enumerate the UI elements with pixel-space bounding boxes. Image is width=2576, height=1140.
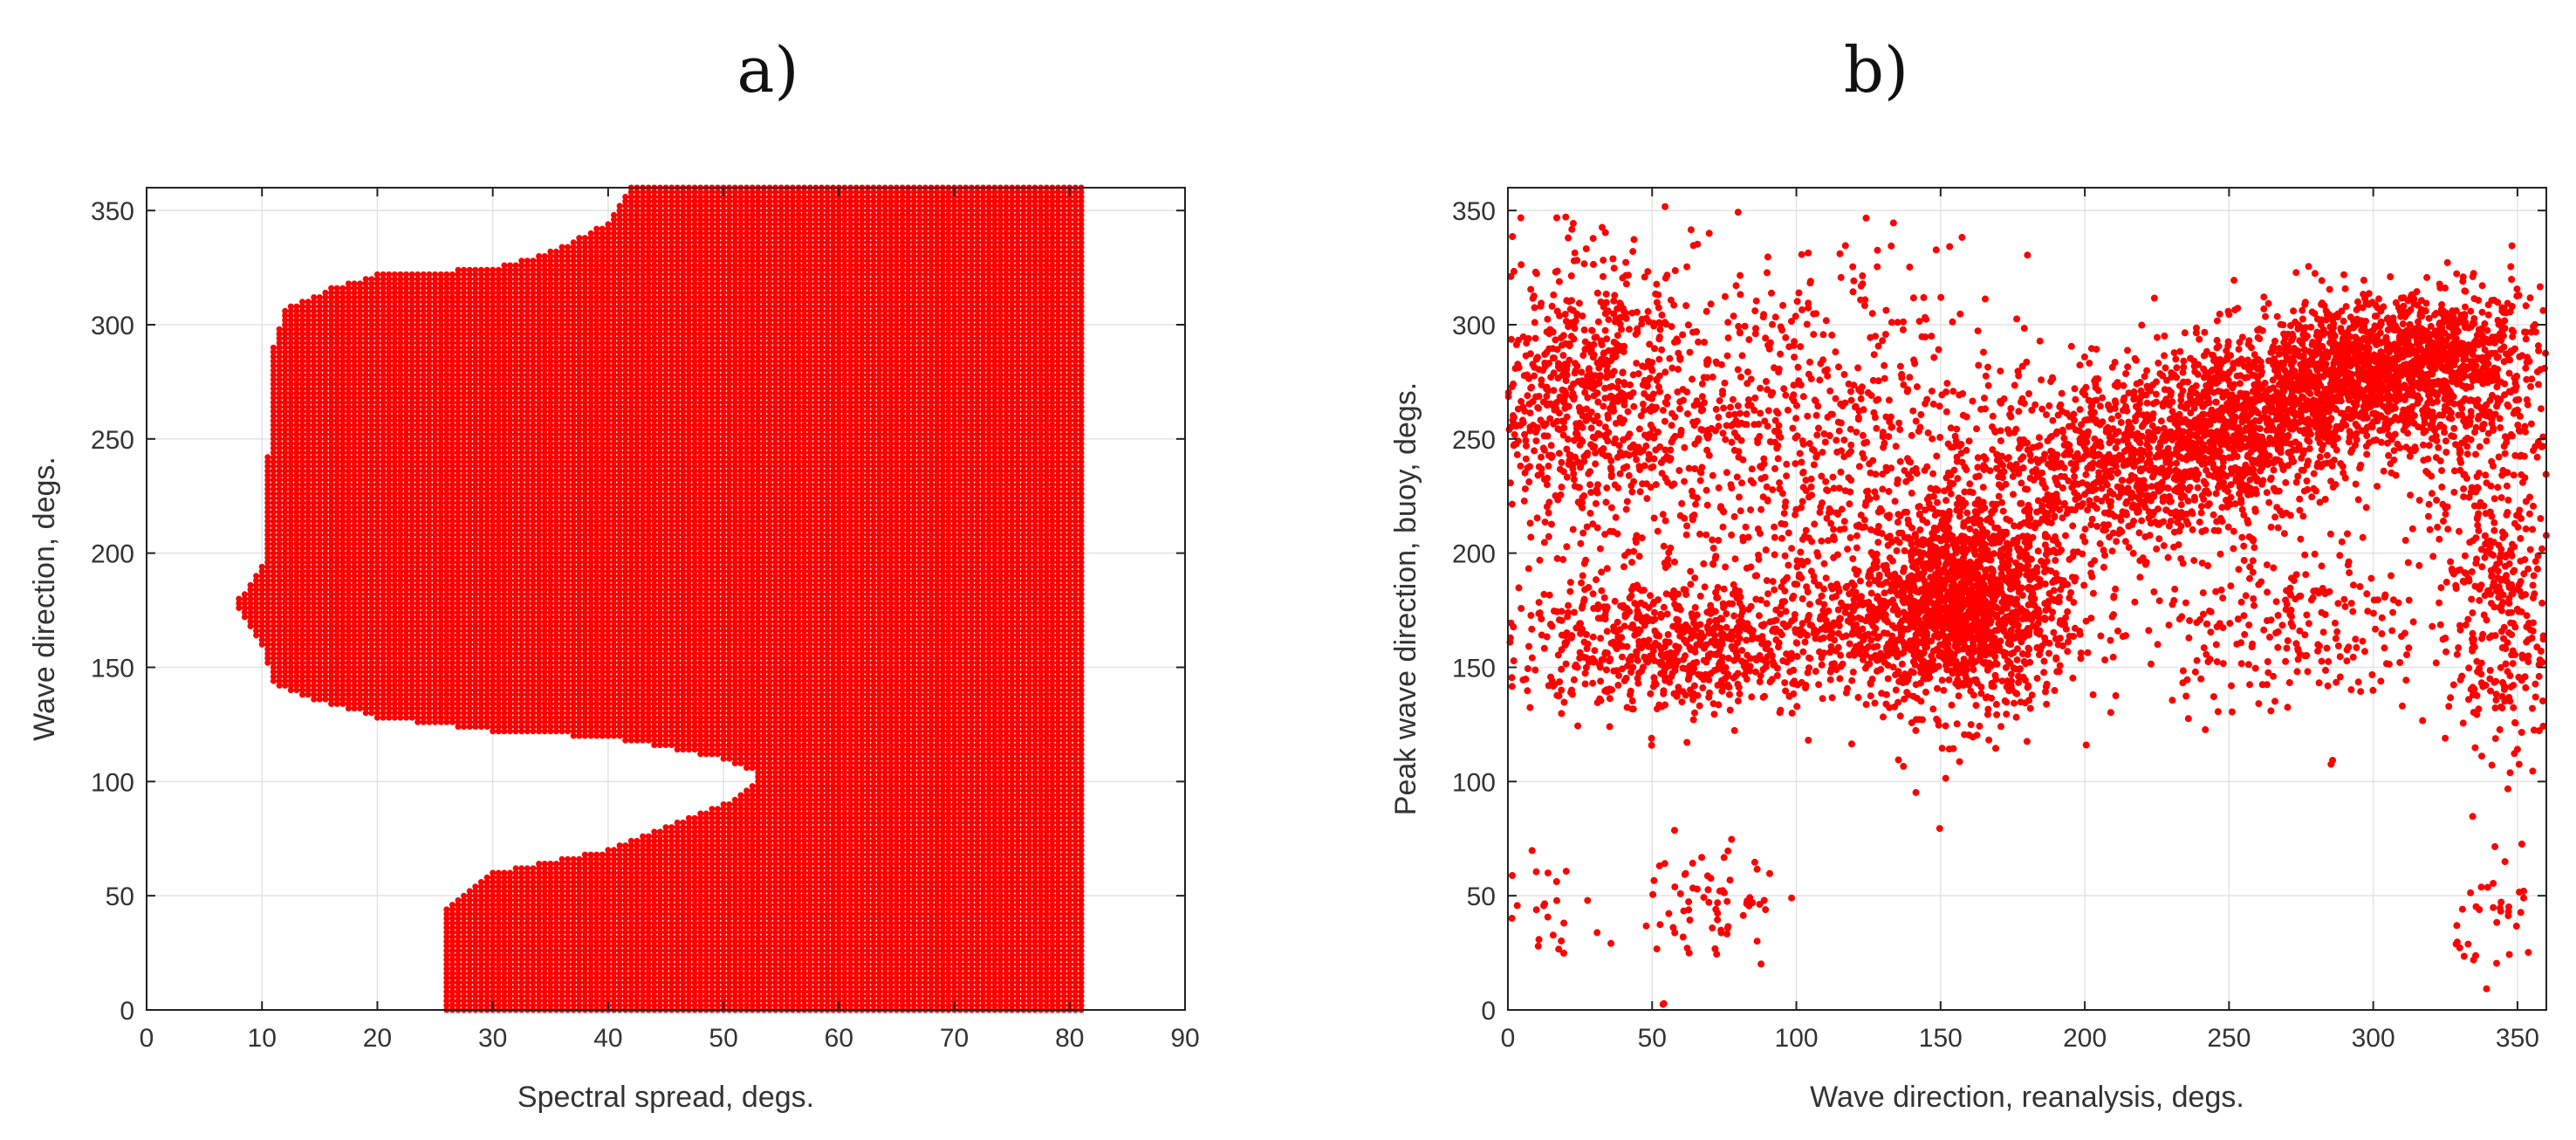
panel-b: b) 0 50 100 150 200 250 300 350 0 50 100 150 200 250 3…	[1389, 33, 2550, 1114]
y-tick-label: 150	[1452, 655, 1496, 683]
x-tick-label: 70	[940, 1024, 969, 1053]
y-tick-label: 200	[1452, 540, 1496, 569]
x-tick-label: 50	[709, 1024, 737, 1053]
y-tick-label: 50	[1467, 882, 1496, 911]
x-tick-label: 0	[1501, 1024, 1516, 1053]
panel-a-ylabel: Wave direction, degs.	[28, 457, 61, 741]
panel-a-scatter-points	[236, 184, 1085, 1013]
x-tick-label: 30	[478, 1024, 507, 1053]
panel-b-points	[1504, 203, 2550, 1008]
y-tick-label: 300	[91, 312, 134, 340]
x-tick-label: 200	[2063, 1024, 2107, 1053]
panel-b-scatter-points	[1504, 203, 2550, 1008]
y-tick-label: 250	[1452, 426, 1496, 455]
panel-a-points	[236, 184, 1085, 1013]
y-tick-label: 100	[91, 768, 134, 797]
panel-b-axes-frame	[1507, 187, 2547, 1011]
y-tick-label: 100	[1452, 768, 1496, 797]
x-tick-label: 300	[2352, 1024, 2395, 1053]
y-tick-label: 150	[91, 655, 134, 683]
panel-b-ylabel: Peak wave direction, buoy, degs.	[1389, 382, 1422, 815]
x-tick-label: 100	[1775, 1024, 1819, 1053]
panel-b-label: b)	[1844, 33, 1908, 106]
x-tick-label: 150	[1919, 1024, 1963, 1053]
x-tick-label: 250	[2207, 1024, 2251, 1053]
y-tick-label: 300	[1452, 312, 1496, 340]
y-tick-label: 0	[1481, 997, 1496, 1026]
y-tick-label: 350	[91, 197, 134, 226]
x-tick-label: 40	[593, 1024, 622, 1053]
x-tick-label: 90	[1170, 1024, 1199, 1053]
x-tick-label: 20	[363, 1024, 392, 1053]
x-tick-label: 10	[248, 1024, 277, 1053]
panel-b-ticks: 0 50 100 150 200 250 300 350 0 50 100 150 200 250 300 3…	[1452, 188, 2546, 1053]
panel-a-ticks: 0 10 20 30 40 50 60 70 80 90 0 50 100 150 200 250 300 350	[91, 188, 1200, 1053]
y-tick-label: 200	[91, 540, 134, 569]
x-tick-label: 50	[1638, 1024, 1667, 1053]
y-tick-label: 0	[120, 997, 134, 1026]
y-tick-label: 50	[106, 882, 134, 911]
y-tick-label: 250	[91, 426, 134, 455]
x-tick-label: 0	[140, 1024, 154, 1053]
panel-a-axes-frame	[146, 187, 1186, 1011]
x-tick-label: 80	[1055, 1024, 1084, 1053]
x-tick-label: 350	[2496, 1024, 2539, 1053]
panel-b-xlabel: Wave direction, reanalysis, degs.	[1810, 1081, 2244, 1114]
panel-a-label: a)	[736, 33, 798, 106]
panel-a: a) 0 10 20 30 40 50 60 70 80 90 0 50 100 150 200 250 300…	[28, 33, 1200, 1114]
panel-a-xlabel: Spectral spread, degs.	[517, 1081, 814, 1114]
y-tick-label: 350	[1452, 197, 1496, 226]
x-tick-label: 60	[825, 1024, 853, 1053]
